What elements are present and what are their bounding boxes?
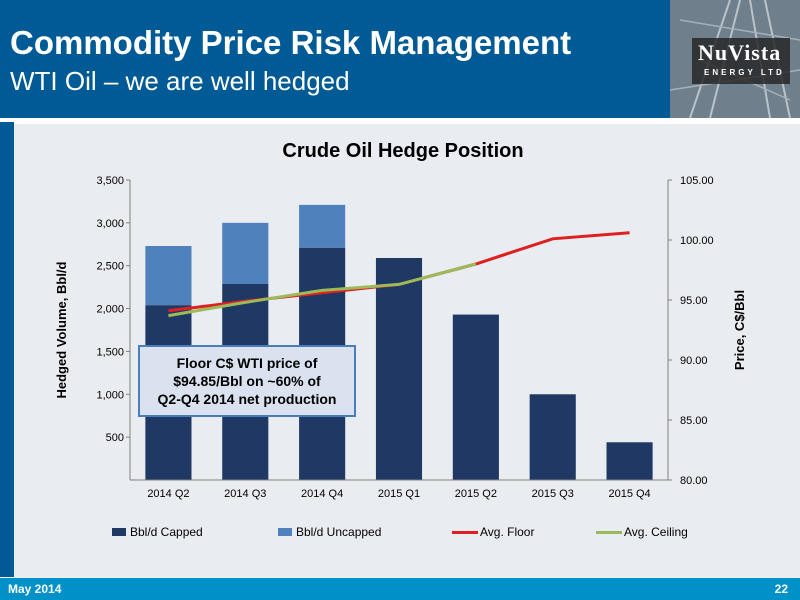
y2-axis-title: Price, C$/Bbl: [732, 290, 747, 370]
y-tick-label: 1,500: [96, 346, 124, 358]
x-tick-label: 2014 Q2: [147, 488, 189, 500]
x-tick-label: 2015 Q1: [378, 488, 420, 500]
bars-group: [145, 204, 653, 480]
legend-swatch-capped: [112, 528, 126, 536]
y2-tick-label: 105.00: [680, 175, 714, 187]
y-tick-label: 3,500: [96, 175, 124, 187]
callout-line-2: $94.85/Bbl on ~60% of: [173, 373, 321, 389]
legend-label-uncapped: Bbl/d Uncapped: [296, 525, 382, 539]
line-avg-ceiling: [168, 262, 477, 318]
chart-title: Crude Oil Hedge Position: [282, 140, 523, 162]
y2-tick-label: 95.00: [680, 295, 708, 307]
logo: NuVista ENERGY LTD: [692, 38, 790, 84]
x-tick-label: 2015 Q4: [608, 488, 650, 500]
x-tick-label: 2014 Q4: [301, 488, 343, 500]
bar-bbl-d-capped-4: [452, 314, 499, 480]
legend-label-capped: Bbl/d Capped: [130, 525, 203, 539]
y-axis-title: Hedged Volume, Bbl/d: [54, 261, 69, 398]
callout-box: Floor C$ WTI price of $94.85/Bbl on ~60%…: [138, 345, 356, 417]
x-tick-label: 2014 Q3: [224, 488, 266, 500]
legend-label-ceiling: Avg. Ceiling: [624, 525, 688, 539]
page-subtitle: WTI Oil – we are well hedged: [10, 66, 350, 96]
bar-bbl-d-capped-6: [606, 442, 653, 480]
legend-swatch-uncapped: [278, 528, 292, 536]
y-tick-label: 2,000: [96, 304, 124, 316]
y2-tick-label: 100.00: [680, 235, 714, 247]
legend-swatch-floor: [452, 530, 478, 534]
legend-item-capped: Bbl/d Capped: [112, 525, 203, 539]
x-tick-label: 2015 Q2: [455, 488, 497, 500]
y2-tick-label: 90.00: [680, 355, 708, 367]
y-tick-label: 2,500: [96, 261, 124, 273]
legend-item-uncapped: Bbl/d Uncapped: [278, 525, 381, 539]
page-number: 22: [774, 582, 788, 596]
y2-tick-label: 85.00: [680, 415, 708, 427]
header-banner: Commodity Price Risk Management WTI Oil …: [0, 0, 670, 118]
y-tick-label: 3,000: [96, 218, 124, 230]
logo-tagline: ENERGY LTD: [704, 68, 785, 77]
y-tick-label: 1,000: [96, 389, 124, 401]
bar-bbl-d-uncapped-1: [222, 222, 269, 284]
bar-bbl-d-uncapped-2: [299, 204, 346, 248]
axes-group: 500 1,000 1,500 2,000 2,500 3,000 3,500 80.00 85…: [96, 175, 713, 500]
left-accent-bar: [0, 122, 14, 577]
callout-line-3: Q2-Q4 2014 net production: [157, 391, 337, 407]
legend-item-ceiling: Avg. Ceiling: [596, 525, 688, 539]
y-tick-label: 500: [106, 432, 124, 444]
y2-tick-label: 80.00: [680, 475, 708, 487]
logo-panel: NuVista ENERGY LTD: [670, 0, 800, 118]
page-title: Commodity Price Risk Management: [10, 24, 572, 61]
legend-label-floor: Avg. Floor: [480, 525, 535, 539]
footer-date: May 2014: [8, 582, 62, 596]
logo-wordmark: NuVista: [698, 40, 782, 65]
x-tick-label: 2015 Q3: [532, 488, 574, 500]
callout-line-1: Floor C$ WTI price of: [176, 355, 318, 371]
bar-bbl-d-capped-5: [529, 394, 576, 480]
bar-bbl-d-uncapped-0: [145, 246, 192, 306]
lines-group: [168, 231, 630, 318]
legend-swatch-ceiling: [596, 530, 622, 534]
bar-bbl-d-capped-3: [375, 258, 423, 480]
legend-item-floor: Avg. Floor: [452, 525, 534, 539]
footer-bar: May 2014 22: [0, 578, 800, 600]
